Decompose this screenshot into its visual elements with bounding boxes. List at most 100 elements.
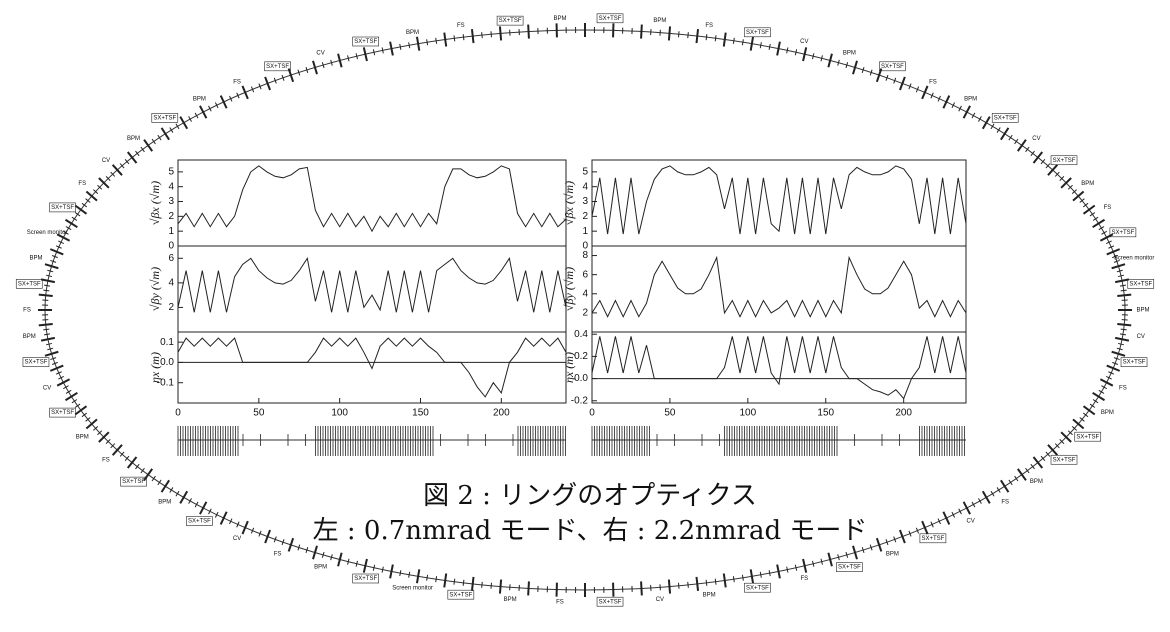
ring-magnet xyxy=(85,418,98,430)
ring-label: BPM xyxy=(29,255,42,261)
x-tick-label: 0 xyxy=(175,408,181,419)
ring-magnet xyxy=(49,248,64,256)
ring-magnet xyxy=(958,105,962,112)
ring-magnet xyxy=(51,361,58,365)
ring-label: SX+TSF xyxy=(25,360,48,366)
ring-label: BPM xyxy=(193,97,206,103)
ring-magnet xyxy=(1059,176,1065,182)
y-tick-label: 4 xyxy=(168,181,174,192)
ring-magnet xyxy=(241,85,249,100)
ring-magnet xyxy=(135,463,140,470)
y-tick-label: 4 xyxy=(582,288,588,299)
ring-magnet xyxy=(55,245,62,249)
label-box xyxy=(991,113,1019,123)
ring-magnet xyxy=(845,551,849,558)
ring-magnet xyxy=(1101,230,1107,235)
ring-magnet xyxy=(169,487,174,493)
ring-magnet xyxy=(498,26,503,41)
ring-magnet xyxy=(794,49,798,56)
ring-magnet xyxy=(135,150,140,157)
ring-magnet xyxy=(63,230,69,235)
ring-magnet xyxy=(996,487,1001,493)
label-box xyxy=(1050,454,1078,465)
ring-magnet xyxy=(1040,158,1046,165)
ring-magnet xyxy=(381,566,384,573)
ring-label: SX+TSF xyxy=(746,585,769,591)
label-box xyxy=(49,407,76,418)
ring-magnet xyxy=(399,570,402,577)
ring-magnet xyxy=(1120,328,1127,331)
ring-magnet xyxy=(869,544,873,551)
ring-label: CV xyxy=(1032,136,1040,142)
y-tick-label: 1 xyxy=(582,226,588,237)
x-tick-label: 50 xyxy=(664,408,676,419)
ring-magnet xyxy=(126,456,138,469)
ring-label: FS xyxy=(457,23,465,29)
ring-magnet xyxy=(355,53,358,60)
ring-magnet xyxy=(63,385,69,390)
ring-magnet xyxy=(44,263,59,270)
ring-magnet xyxy=(942,511,951,525)
ring-magnet xyxy=(287,537,295,552)
ring-magnet xyxy=(64,391,78,402)
ring-magnet xyxy=(355,560,358,567)
plot-frame xyxy=(177,245,567,333)
ring-label: BPM xyxy=(127,136,140,142)
ring-magnet xyxy=(462,579,465,586)
ring-label: SX+TSF xyxy=(599,16,622,22)
y-tick-label: 5 xyxy=(582,167,588,178)
ring-magnet xyxy=(1114,336,1130,342)
label-box xyxy=(919,533,947,544)
ring-label: SX+TSF xyxy=(1076,434,1099,440)
ring-magnet xyxy=(786,47,789,54)
ring-magnet xyxy=(188,116,192,122)
ring-label: BPM xyxy=(1081,181,1094,187)
ring-magnet xyxy=(802,558,808,573)
ring-magnet xyxy=(143,139,154,152)
ring-magnet xyxy=(1106,375,1112,380)
ring-magnet xyxy=(143,468,154,481)
ring-magnet xyxy=(714,578,717,585)
ring-label: Screen monitor xyxy=(1114,255,1155,261)
ring-label: FS xyxy=(1001,500,1009,506)
ring-magnet xyxy=(1099,233,1114,242)
ring-magnet xyxy=(65,226,72,231)
ring-magnet xyxy=(74,405,88,416)
ring-magnet xyxy=(1089,403,1096,408)
ring-magnet xyxy=(667,579,672,594)
ring-magnet xyxy=(981,490,991,504)
ring-magnet xyxy=(1111,263,1126,270)
optics-curve xyxy=(591,255,967,318)
ring-magnet xyxy=(687,581,689,588)
y-tick-label: -0.1 xyxy=(157,377,175,388)
ring-magnet xyxy=(273,536,277,543)
ring-label: FS xyxy=(1104,205,1112,211)
ring-label: SX+TSF xyxy=(51,410,74,416)
x-tick-label: 0 xyxy=(589,408,595,419)
ring-magnet xyxy=(1016,139,1027,152)
y-axis-label: ηx (m) xyxy=(562,352,576,383)
ring-magnet xyxy=(695,29,700,44)
ring-label: CV xyxy=(233,536,241,542)
ring-magnet xyxy=(44,350,59,357)
ring-magnet xyxy=(971,501,976,508)
ring-magnet xyxy=(1082,405,1096,416)
optics-curve xyxy=(177,256,567,313)
ring-magnet xyxy=(38,293,53,298)
ring-magnet xyxy=(81,202,87,208)
ring-magnet xyxy=(199,501,208,515)
ring-magnet xyxy=(111,444,123,456)
ring-magnet xyxy=(1008,134,1013,141)
ring-magnet xyxy=(893,536,897,543)
y-tick-label: 0.2 xyxy=(574,351,588,362)
ring-magnet xyxy=(971,112,976,119)
ring-magnet xyxy=(869,69,873,76)
ring-magnet xyxy=(199,105,208,119)
ring-magnet xyxy=(179,116,189,130)
ring-magnet xyxy=(759,42,762,49)
ring-magnet xyxy=(81,412,87,418)
ring-magnet xyxy=(893,77,897,84)
ring-label: FS xyxy=(556,599,564,605)
ring-magnet xyxy=(74,403,81,408)
ring-label: SX+TSF xyxy=(18,281,41,287)
